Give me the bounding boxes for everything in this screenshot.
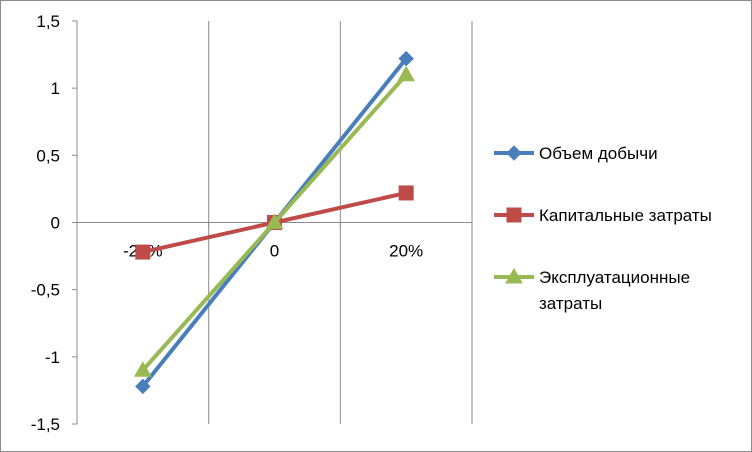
data-point-marker [398, 185, 414, 201]
legend-item: Эксплуатационные затраты [494, 267, 690, 313]
y-axis-tick-labels: 1,5 1 0,5 0 -0,5 -1 -1,5 [31, 12, 60, 434]
series-lines [133, 50, 416, 395]
legend-marker [506, 145, 522, 161]
y-tick-label: 0 [51, 214, 60, 233]
legend-item: Капитальные затраты [494, 206, 712, 225]
data-point-marker [398, 50, 414, 67]
legend-label: Капитальные затраты [539, 206, 712, 225]
series-3 [133, 65, 416, 377]
legend-item: Объем добычи [494, 144, 658, 163]
legend-label: Объем добычи [539, 144, 658, 163]
data-point-marker [133, 361, 152, 377]
x-axis-tick-labels: -20%020% [123, 242, 423, 261]
y-tick-label: 0,5 [36, 146, 60, 165]
y-tick-label: 1 [51, 79, 60, 98]
x-tick-label: 20% [389, 242, 423, 261]
legend-marker [505, 267, 523, 284]
data-point-marker [135, 244, 151, 260]
data-point-marker [135, 378, 151, 395]
y-tick-label: -1 [45, 348, 60, 367]
y-tick-label: 1,5 [36, 12, 60, 31]
legend: Объем добычи Капитальные затраты Эксплуата… [494, 144, 712, 313]
data-point-marker [397, 65, 416, 82]
legend-marker [506, 207, 522, 223]
y-tick-label: -0,5 [31, 281, 60, 300]
data-point-marker [265, 213, 284, 229]
legend-label: Эксплуатационные затраты [539, 268, 690, 313]
y-tick-label: -1,5 [31, 415, 60, 434]
x-tick-label: 0 [270, 242, 279, 261]
